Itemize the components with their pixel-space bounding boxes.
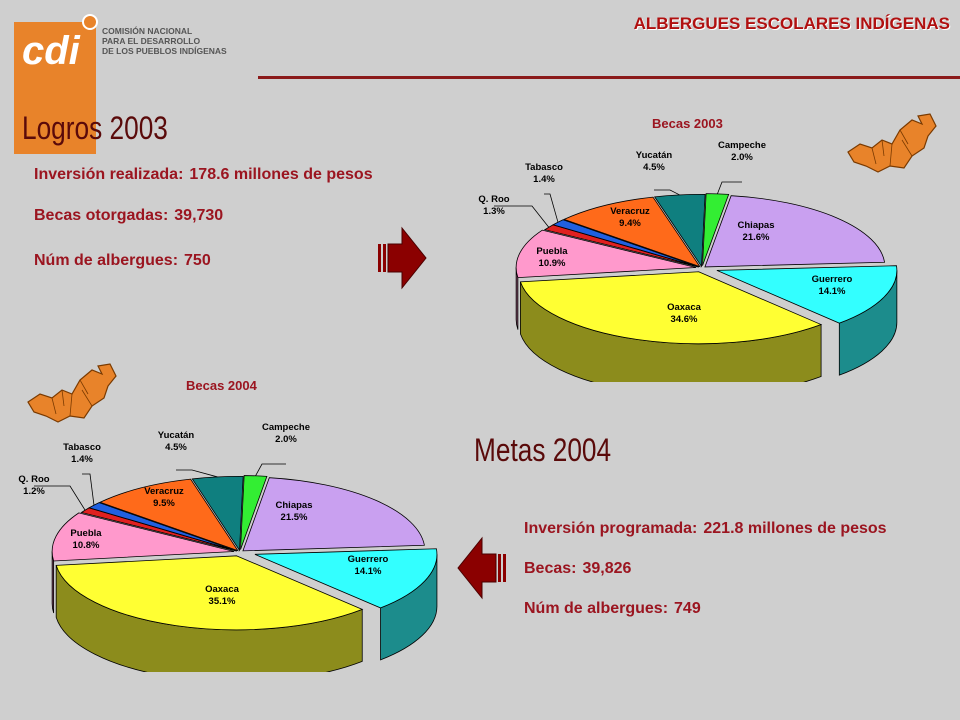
metas-stat-investment: Inversión programada: 221.8 millones de p… (524, 520, 893, 538)
leader-line (654, 189, 680, 196)
pie-label-category: Oaxaca (205, 584, 240, 595)
pie-label-value: 34.6% (671, 314, 698, 325)
stat-label: Inversión realizada: (34, 166, 184, 183)
header-title: ALBERGUES ESCOLARES INDÍGENAS (633, 14, 950, 33)
pie-label-category: Guerrero (348, 554, 389, 565)
pie-label-value: 2.0% (275, 434, 297, 445)
pie-label-category: Chiapas (276, 500, 313, 511)
left-arrow-icon (457, 536, 506, 600)
pie-label-value: 14.1% (819, 286, 846, 297)
pie-label-category: Puebla (70, 528, 102, 539)
logros-stat-becas: Becas otorgadas: 39,730 (34, 207, 229, 225)
logo-mark: cdi (22, 29, 81, 73)
pie-label-value: 14.1% (355, 566, 382, 577)
pie-label-value: 21.5% (281, 512, 308, 523)
pie-label-category: Campeche (718, 140, 766, 151)
pie-label-category: Chiapas (738, 220, 775, 231)
leader-line (176, 469, 218, 478)
pie-slice-puebla (51, 512, 235, 562)
pie-slice-veracruz (562, 196, 701, 268)
pie-slice-yucatn (191, 475, 244, 552)
pie-label-category: Yucatán (636, 150, 673, 161)
pie-label-category: Oaxaca (667, 302, 702, 313)
pie-label-value: 9.5% (153, 498, 175, 509)
logo-name-line-2: PARA EL DESARROLLO (102, 36, 200, 46)
pie-slices (515, 193, 898, 345)
map-icon (847, 113, 937, 173)
pie-label-category: Tabasco (525, 162, 563, 173)
leader-line (544, 193, 559, 223)
pie-label-value: 1.4% (71, 454, 93, 465)
leader-line (82, 473, 95, 506)
pie-slice-yucatn (653, 194, 706, 268)
pie-label-category: Puebla (536, 246, 568, 257)
pie-label-value: 1.2% (23, 486, 45, 497)
stat-label: Becas otorgadas: (34, 207, 169, 224)
pie-label-category: Veracruz (144, 486, 184, 497)
map-icon (27, 363, 117, 423)
pie-slices (51, 475, 438, 631)
logo-name-line-3: DE LOS PUEBLOS INDÍGENAS (102, 46, 227, 56)
logros-stat-investment: Inversión realizada: 178.6 millones de pe… (34, 166, 379, 184)
pie-slice-chiapas (242, 477, 425, 552)
leader-line (255, 463, 286, 477)
pie-label-value: 21.6% (743, 232, 770, 243)
header-divider (258, 76, 960, 79)
logo-orange-block (14, 22, 96, 154)
pie-slice-guerrero (254, 548, 438, 609)
pie-slice-chiapas (704, 195, 886, 268)
metas-title: Metas 2004 (474, 432, 612, 468)
metas-stat-becas: Becas: 39,826 (524, 560, 637, 578)
cdi-logo: cdi COMISIÓN NACIONAL PARA EL DESARROLLO… (14, 14, 227, 154)
pie-label-value: 10.9% (539, 258, 566, 269)
pie-label-value: 4.5% (165, 442, 187, 453)
metas-stat-albergues: Núm de albergues: 749 (524, 600, 707, 618)
pie-label-value: 9.4% (619, 218, 641, 229)
pie-slice-veracruz (99, 478, 239, 552)
pie-label-value: 2.0% (731, 152, 753, 163)
chart-title-2004: Becas 2004 (186, 378, 257, 393)
logros-title: Logros 2003 (22, 110, 168, 146)
pie-label-category: Campeche (262, 422, 310, 433)
pie-label-category: Guerrero (812, 274, 853, 285)
pie-slice-tabasco (552, 219, 700, 268)
pie-label-value: 35.1% (209, 596, 236, 607)
logo-name-line-1: COMISIÓN NACIONAL (102, 25, 192, 36)
leader-line (494, 205, 550, 228)
pie-label-category: Q. Roo (18, 474, 49, 485)
pie-label-value: 1.4% (533, 174, 555, 185)
pie-slice-oaxaca (519, 271, 823, 345)
pie-label-value: 10.8% (73, 540, 100, 551)
stat-value: 221.8 millones de pesos (703, 520, 887, 537)
pie-label-category: Veracruz (610, 206, 650, 217)
pie-label-category: Yucatán (158, 430, 195, 441)
pie-label-category: Q. Roo (478, 194, 509, 205)
pie-slice-oaxaca (55, 555, 364, 631)
pie-slice-guerrero (716, 265, 898, 324)
stat-label: Núm de albergues: (34, 252, 179, 269)
stat-value: 749 (674, 600, 701, 617)
pie-slice-puebla (515, 229, 697, 279)
stat-value: 750 (184, 252, 211, 269)
stat-label: Núm de albergues: (524, 600, 669, 617)
stat-value: 39,826 (582, 560, 632, 577)
chart-title-2003: Becas 2003 (652, 116, 723, 131)
pie-label-category: Tabasco (63, 442, 101, 453)
pie-label-value: 4.5% (643, 162, 665, 173)
pie-slice-tabasco (88, 502, 237, 552)
leader-line (34, 485, 86, 511)
stat-value: 178.6 millones de pesos (189, 166, 373, 183)
logros-stat-albergues: Núm de albergues: 750 (34, 252, 217, 270)
stat-value: 39,730 (174, 207, 224, 224)
right-arrow-icon (378, 226, 427, 290)
logo-dot-icon (82, 14, 98, 30)
leader-line (717, 181, 742, 195)
pie-label-value: 1.3% (483, 206, 505, 217)
stat-label: Becas: (524, 560, 577, 577)
stat-label: Inversión programada: (524, 520, 698, 537)
